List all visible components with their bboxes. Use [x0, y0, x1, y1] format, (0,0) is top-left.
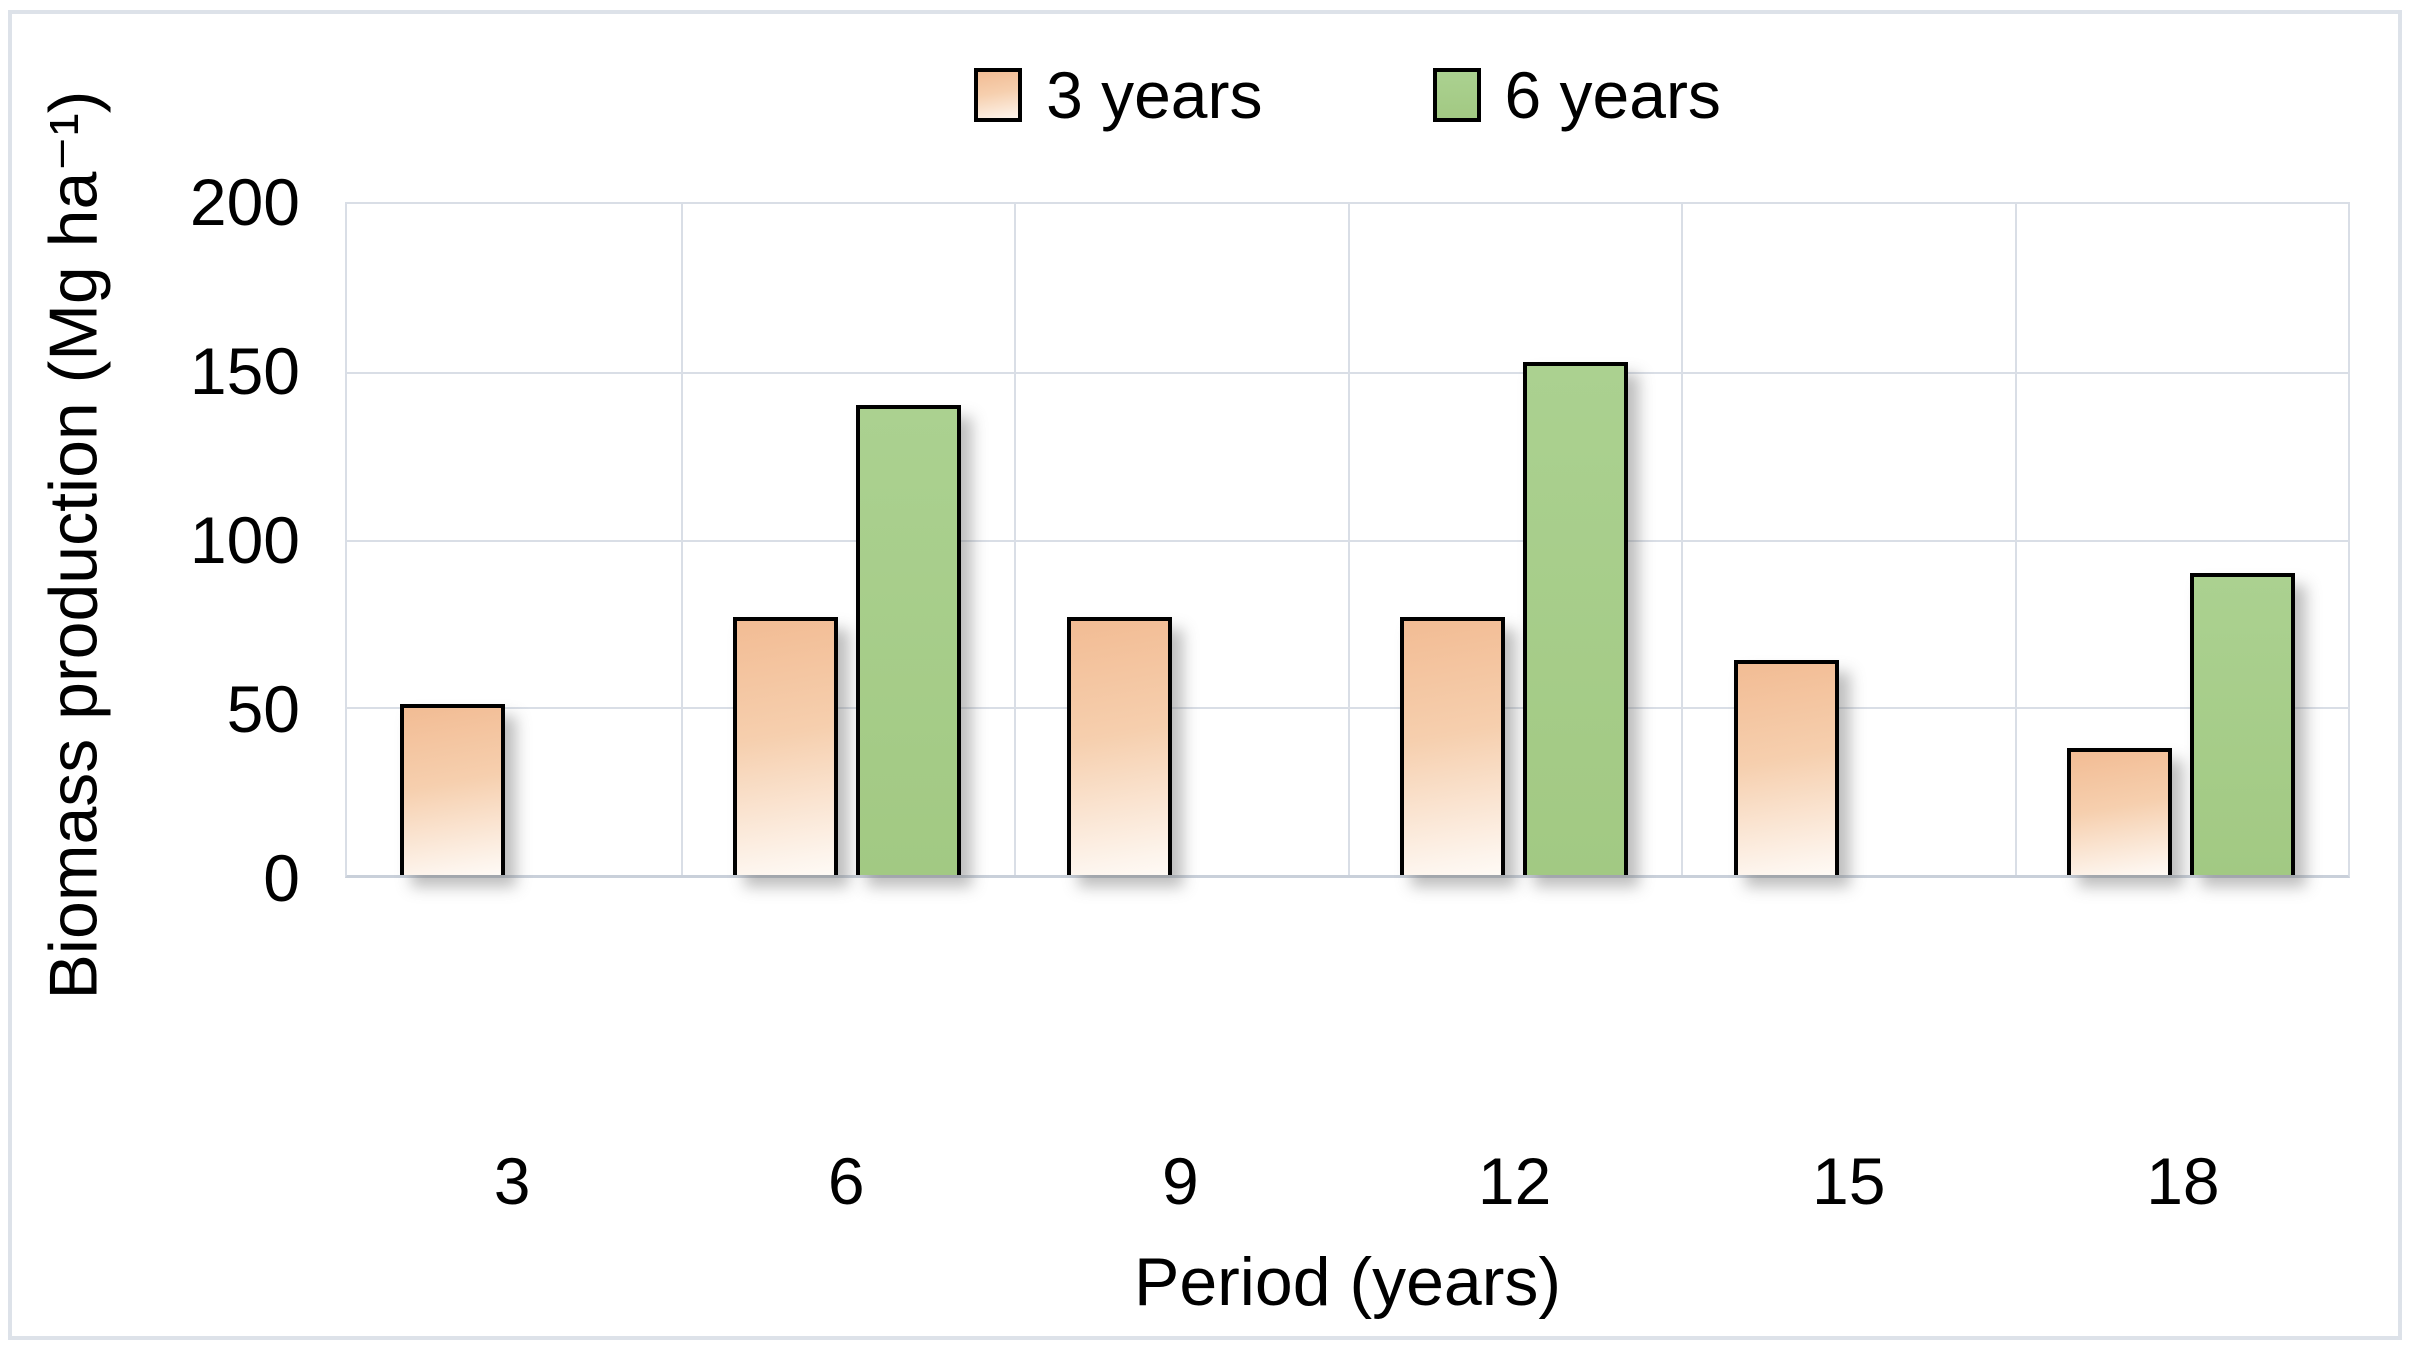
y-tick-label-100: 100: [189, 503, 300, 577]
bar-3-years-period-9: [1066, 616, 1172, 875]
x-axis-tick-labels: 3 6 9 12 15 18: [345, 1148, 2350, 1228]
legend: 3 years 6 years: [345, 52, 2350, 138]
y-tick-label-150: 150: [189, 334, 300, 408]
x-tick-label-3: 3: [493, 1144, 531, 1218]
bar-3-years-period-15: [1733, 660, 1839, 875]
bar-6-years-period-12: [1523, 361, 1628, 875]
bar-6-years-period-18: [2190, 573, 2295, 875]
x-tick-label-6: 6: [827, 1144, 865, 1218]
bar-3-years-period-12: [1400, 616, 1506, 875]
bar-3-years-period-18: [2067, 747, 2173, 875]
legend-item-3-years: 3 years: [974, 58, 1263, 132]
legend-swatch-6-years-icon: [1432, 68, 1481, 122]
y-tick-label-0: 0: [263, 841, 300, 915]
bar-3-years-period-6: [733, 616, 839, 875]
x-tick-label-12: 12: [1477, 1144, 1552, 1218]
gridline-v-5: [2014, 204, 2017, 875]
x-axis-title: Period (years): [1133, 1244, 1562, 1320]
plot-area: [345, 202, 2350, 878]
gridline-v-4: [1681, 204, 1683, 875]
legend-label-3-years: 3 years: [1046, 58, 1263, 132]
bar-6-years-period-6: [856, 405, 961, 875]
gridline-v-3: [1347, 204, 1350, 875]
x-tick-label-9: 9: [1162, 1144, 1199, 1218]
legend-label-6-years: 6 years: [1504, 58, 1721, 132]
gridline-v-1: [680, 204, 683, 875]
bar-3-years-period-3: [399, 703, 505, 875]
y-tick-label-200: 200: [189, 165, 300, 239]
y-tick-label-50: 50: [226, 672, 300, 746]
y-axis-tick-labels: 0 50 100 150 200: [110, 169, 300, 911]
x-tick-label-18: 18: [2146, 1144, 2220, 1218]
legend-item-6-years: 6 years: [1432, 58, 1721, 132]
gridline-v-2: [1014, 204, 1016, 875]
legend-swatch-3-years-icon: [974, 68, 1023, 122]
x-tick-label-15: 15: [1812, 1144, 1886, 1218]
y-axis-title: Biomass production (Mg ha⁻¹): [35, 90, 112, 1000]
